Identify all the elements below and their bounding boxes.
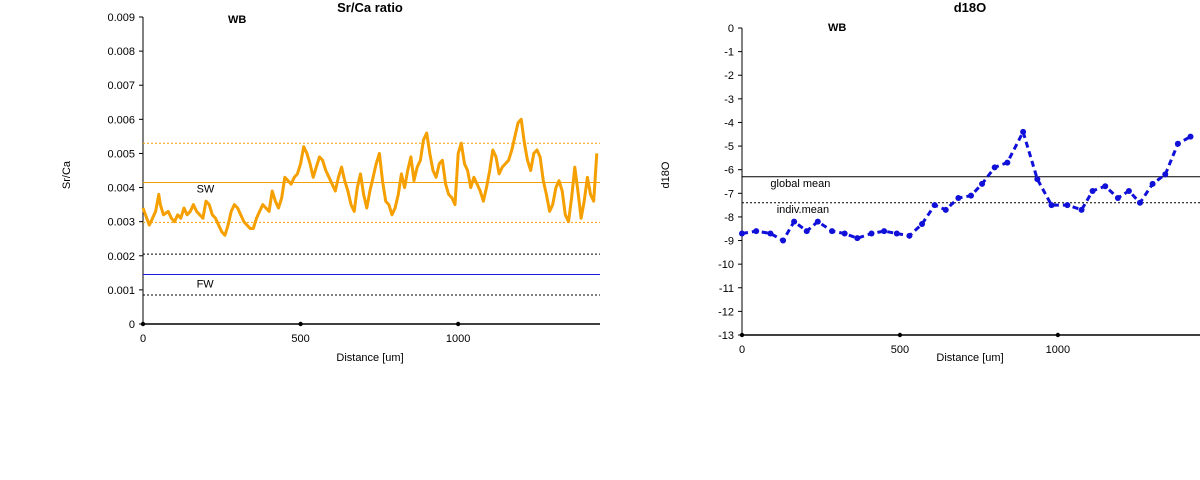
x-tick-mark bbox=[455, 321, 461, 327]
data-point bbox=[1136, 199, 1143, 206]
data-point bbox=[1064, 202, 1071, 209]
chart-title: d18O bbox=[954, 0, 987, 15]
data-point bbox=[979, 180, 986, 187]
plot-area: 0 -1 -2 -3 -4 -5 -6 -7 -8 -9 -10 -11 -12 -13 0 500 1000 g… bbox=[718, 23, 1200, 356]
data-point bbox=[931, 202, 938, 209]
y-tick-label: -8 bbox=[724, 212, 734, 224]
y-tick-label: -5 bbox=[724, 141, 734, 153]
data-point bbox=[1102, 183, 1109, 190]
reference-line-label: indiv.mean bbox=[777, 204, 829, 216]
data-point bbox=[1187, 133, 1194, 140]
data-point bbox=[942, 206, 949, 213]
y-tick-label: 0.004 bbox=[107, 183, 135, 195]
data-point bbox=[767, 230, 774, 237]
data-point bbox=[780, 237, 787, 244]
data-point bbox=[955, 195, 962, 202]
data-point bbox=[919, 221, 926, 228]
y-tick-label: -12 bbox=[718, 306, 734, 318]
y-tick-label: -1 bbox=[724, 47, 734, 59]
y-tick-label: 0.007 bbox=[107, 80, 135, 92]
data-point bbox=[1048, 202, 1055, 209]
data-point bbox=[1034, 176, 1041, 183]
y-tick-label: 0.008 bbox=[107, 46, 135, 58]
x-axis-label: Distance [um] bbox=[936, 352, 1003, 364]
x-tick-mark bbox=[140, 321, 146, 327]
site-label: WB bbox=[828, 22, 846, 34]
x-axis-label: Distance [um] bbox=[336, 352, 403, 364]
data-point bbox=[1149, 180, 1156, 187]
y-tick-label: -9 bbox=[724, 236, 734, 248]
y-tick-label: 0 bbox=[129, 319, 135, 331]
data-point bbox=[753, 228, 760, 235]
data-point bbox=[906, 232, 913, 239]
data-point bbox=[1162, 171, 1169, 178]
data-point bbox=[841, 230, 848, 237]
data-point bbox=[1020, 128, 1027, 135]
x-tick-label: 0 bbox=[739, 344, 745, 356]
data-point bbox=[1089, 187, 1096, 194]
data-point bbox=[803, 228, 810, 235]
y-tick-label: 0.003 bbox=[107, 217, 135, 229]
data-point bbox=[829, 228, 836, 235]
data-point bbox=[1004, 159, 1011, 166]
y-tick-label: 0.001 bbox=[107, 285, 135, 297]
x-tick-mark bbox=[739, 332, 745, 338]
y-tick-label: 0.002 bbox=[107, 251, 135, 263]
data-point bbox=[868, 230, 875, 237]
y-tick-label: 0.009 bbox=[107, 12, 135, 24]
y-axis-label: Sr/Ca bbox=[61, 160, 73, 189]
data-point bbox=[791, 218, 798, 225]
y-tick-label: -11 bbox=[719, 283, 734, 295]
chart-title: Sr/Ca ratio bbox=[337, 0, 403, 15]
reference-line-label: SW bbox=[197, 183, 215, 195]
d18o-chart: d18O WB d18O Distance [um] 0 -1 -2 -3 -4 -5 -6… bbox=[660, 0, 1200, 364]
data-point bbox=[1125, 187, 1132, 194]
x-tick-label: 0 bbox=[140, 333, 146, 345]
data-point bbox=[968, 192, 974, 199]
x-tick-label: 500 bbox=[891, 344, 909, 356]
y-tick-label: 0 bbox=[728, 23, 734, 35]
y-tick-label: -7 bbox=[724, 188, 734, 200]
series-line bbox=[141, 117, 599, 237]
reference-line-label: global mean bbox=[770, 178, 830, 190]
data-point bbox=[893, 230, 900, 237]
data-point bbox=[1114, 195, 1121, 202]
data-point bbox=[1174, 140, 1181, 147]
y-tick-label: 0.005 bbox=[107, 148, 135, 160]
data-point bbox=[1078, 206, 1085, 213]
site-label: WB bbox=[228, 14, 246, 26]
data-point bbox=[814, 218, 821, 225]
y-tick-label: -6 bbox=[724, 165, 734, 177]
y-axis-label: d18O bbox=[660, 161, 672, 188]
data-point bbox=[881, 228, 888, 235]
x-tick-mark bbox=[298, 321, 303, 327]
x-tick-mark bbox=[1055, 332, 1061, 338]
y-tick-label: -2 bbox=[724, 70, 734, 82]
y-tick-label: 0.006 bbox=[107, 114, 135, 126]
reference-line-label: FW bbox=[197, 279, 215, 291]
srca-chart: Sr/Ca ratio WB Sr/Ca Distance [um] 0 0.00… bbox=[61, 0, 600, 364]
x-tick-label: 1000 bbox=[1046, 344, 1070, 356]
data-point bbox=[991, 164, 998, 171]
y-tick-label: -3 bbox=[724, 94, 734, 106]
y-tick-label: -4 bbox=[724, 117, 734, 129]
y-tick-label: -13 bbox=[718, 330, 734, 342]
x-tick-label: 1000 bbox=[446, 333, 470, 345]
y-tick-label: -10 bbox=[718, 259, 734, 271]
data-point bbox=[739, 230, 745, 237]
data-point bbox=[854, 235, 861, 242]
x-tick-mark bbox=[897, 332, 903, 338]
x-tick-label: 500 bbox=[291, 333, 309, 345]
plot-area: 0 0.001 0.002 0.003 0.004 0.005 0.006 0.007 0.00… bbox=[107, 12, 600, 345]
